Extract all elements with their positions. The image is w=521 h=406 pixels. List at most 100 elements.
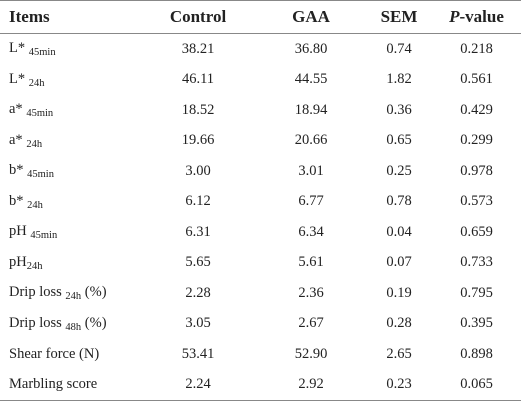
value-cell: 6.77 [298,193,324,210]
value-cell: 0.74 [386,40,412,57]
item-subscript: 24h [26,138,43,150]
table-body: L* 45min 38.21 36.80 0.74 0.218 L* 24h 46.11 44… [0,34,521,401]
value-cell: 46.11 [181,71,215,88]
table-row: pH24h 5.65 5.61 0.07 0.733 [0,248,521,279]
value-cell: 5.65 [185,254,211,271]
item-cell: pH 45min [0,217,140,248]
item-subscript: 45min [30,230,58,242]
value-cell: 44.55 [294,71,328,88]
header-row: Items Control GAA SEM P-value [0,0,521,34]
item-cell: Marbling score [0,370,140,401]
item-subscript: 45min [28,47,56,59]
value-cell: 2.24 [185,376,211,393]
table-row: Shear force (N) 53.41 52.90 2.65 0.898 [0,339,521,370]
value-cell: 0.299 [460,132,493,149]
table-row: Marbling score 2.24 2.92 0.23 0.065 [0,370,521,401]
item-cell: L* 45min [0,34,140,65]
value-cell: 2.36 [298,284,324,301]
header-cell: Items [9,7,50,26]
item-cell: L* 24h [0,65,140,96]
item-name: Drip loss [9,314,62,331]
table-row: b* 24h 6.12 6.77 0.78 0.573 [0,187,521,218]
item-unit: (%) [84,314,107,331]
item-name: b* [9,192,24,209]
table-row: Drip loss 24h (%) 2.28 2.36 0.19 0.795 [0,278,521,309]
item-name: Drip loss [9,284,62,301]
item-name: Marbling score [9,376,98,393]
item-name: Shear force (N) [9,345,100,362]
value-cell: 0.218 [460,40,493,57]
value-cell: 0.561 [460,71,493,88]
table-row: L* 45min 38.21 36.80 0.74 0.218 [0,34,521,65]
value-cell: 0.978 [460,162,493,179]
item-cell: a* 45min [0,95,140,126]
table-row: Drip loss 48h (%) 3.05 2.67 0.28 0.395 [0,309,521,340]
header-cell: SEM [380,7,418,26]
header-cell: Control [169,7,227,26]
value-cell: 0.78 [386,193,412,210]
item-cell: Drip loss 48h (%) [0,309,140,340]
value-cell: 3.05 [185,315,211,332]
item-subscript: 48h [65,321,82,333]
value-cell: 0.429 [460,101,493,118]
item-subscript: 45min [26,108,54,120]
item-cell: Drip loss 24h (%) [0,278,140,309]
value-cell: 0.25 [386,162,412,179]
item-subscript: 24h [28,77,45,89]
header-cell: P-value [432,1,521,34]
value-cell: 19.66 [181,132,215,149]
value-cell: 3.01 [298,162,324,179]
value-cell: 6.34 [298,223,324,240]
item-subscript: 24h [65,291,82,303]
header-cell: GAA [292,7,330,26]
value-cell: 0.28 [386,315,412,332]
value-cell: 0.395 [460,315,493,332]
value-cell: 3.00 [185,162,211,179]
value-cell: 2.65 [386,345,412,362]
item-cell: Shear force (N) [0,339,140,370]
value-cell: 0.36 [386,101,412,118]
value-cell: 2.92 [298,376,324,393]
value-cell: 38.21 [181,40,215,57]
item-name: b* [9,162,24,179]
item-unit: (%) [84,284,107,301]
table-row: L* 24h 46.11 44.55 1.82 0.561 [0,65,521,96]
item-subscript: 45min [27,169,54,181]
item-name: a* [9,101,23,118]
header-italic: P [449,7,460,26]
value-cell: 20.66 [294,132,328,149]
value-cell: 6.12 [185,193,211,210]
value-cell: 1.82 [386,71,412,88]
value-cell: 36.80 [294,40,328,57]
value-cell: 0.898 [460,345,493,362]
value-cell: 0.573 [460,193,493,210]
value-cell: 0.065 [460,376,493,393]
item-cell: b* 24h [0,187,140,218]
item-name: pH [9,223,27,240]
item-name: L* [9,40,26,57]
item-cell: a* 24h [0,126,140,157]
value-cell: 5.61 [298,254,324,271]
value-cell: 0.04 [386,223,412,240]
value-cell: 2.28 [185,284,211,301]
item-cell: b* 45min [0,156,140,187]
value-cell: 6.31 [185,223,211,240]
table-row: a* 24h 19.66 20.66 0.65 0.299 [0,126,521,157]
value-cell: 52.90 [294,345,328,362]
value-cell: 18.94 [294,101,328,118]
value-cell: 0.07 [386,254,412,271]
value-cell: 18.52 [181,101,215,118]
item-name: pH [9,253,27,270]
value-cell: 0.65 [386,132,412,149]
value-cell: 0.795 [460,284,493,301]
item-name: L* [9,70,26,87]
value-cell: 0.19 [386,284,412,301]
header-text: -value [459,7,504,26]
table-row: a* 45min 18.52 18.94 0.36 0.429 [0,95,521,126]
item-subscript: 24h [27,199,43,211]
value-cell: 0.23 [386,376,412,393]
value-cell: 0.659 [460,223,493,240]
item-cell: pH24h [0,248,140,279]
